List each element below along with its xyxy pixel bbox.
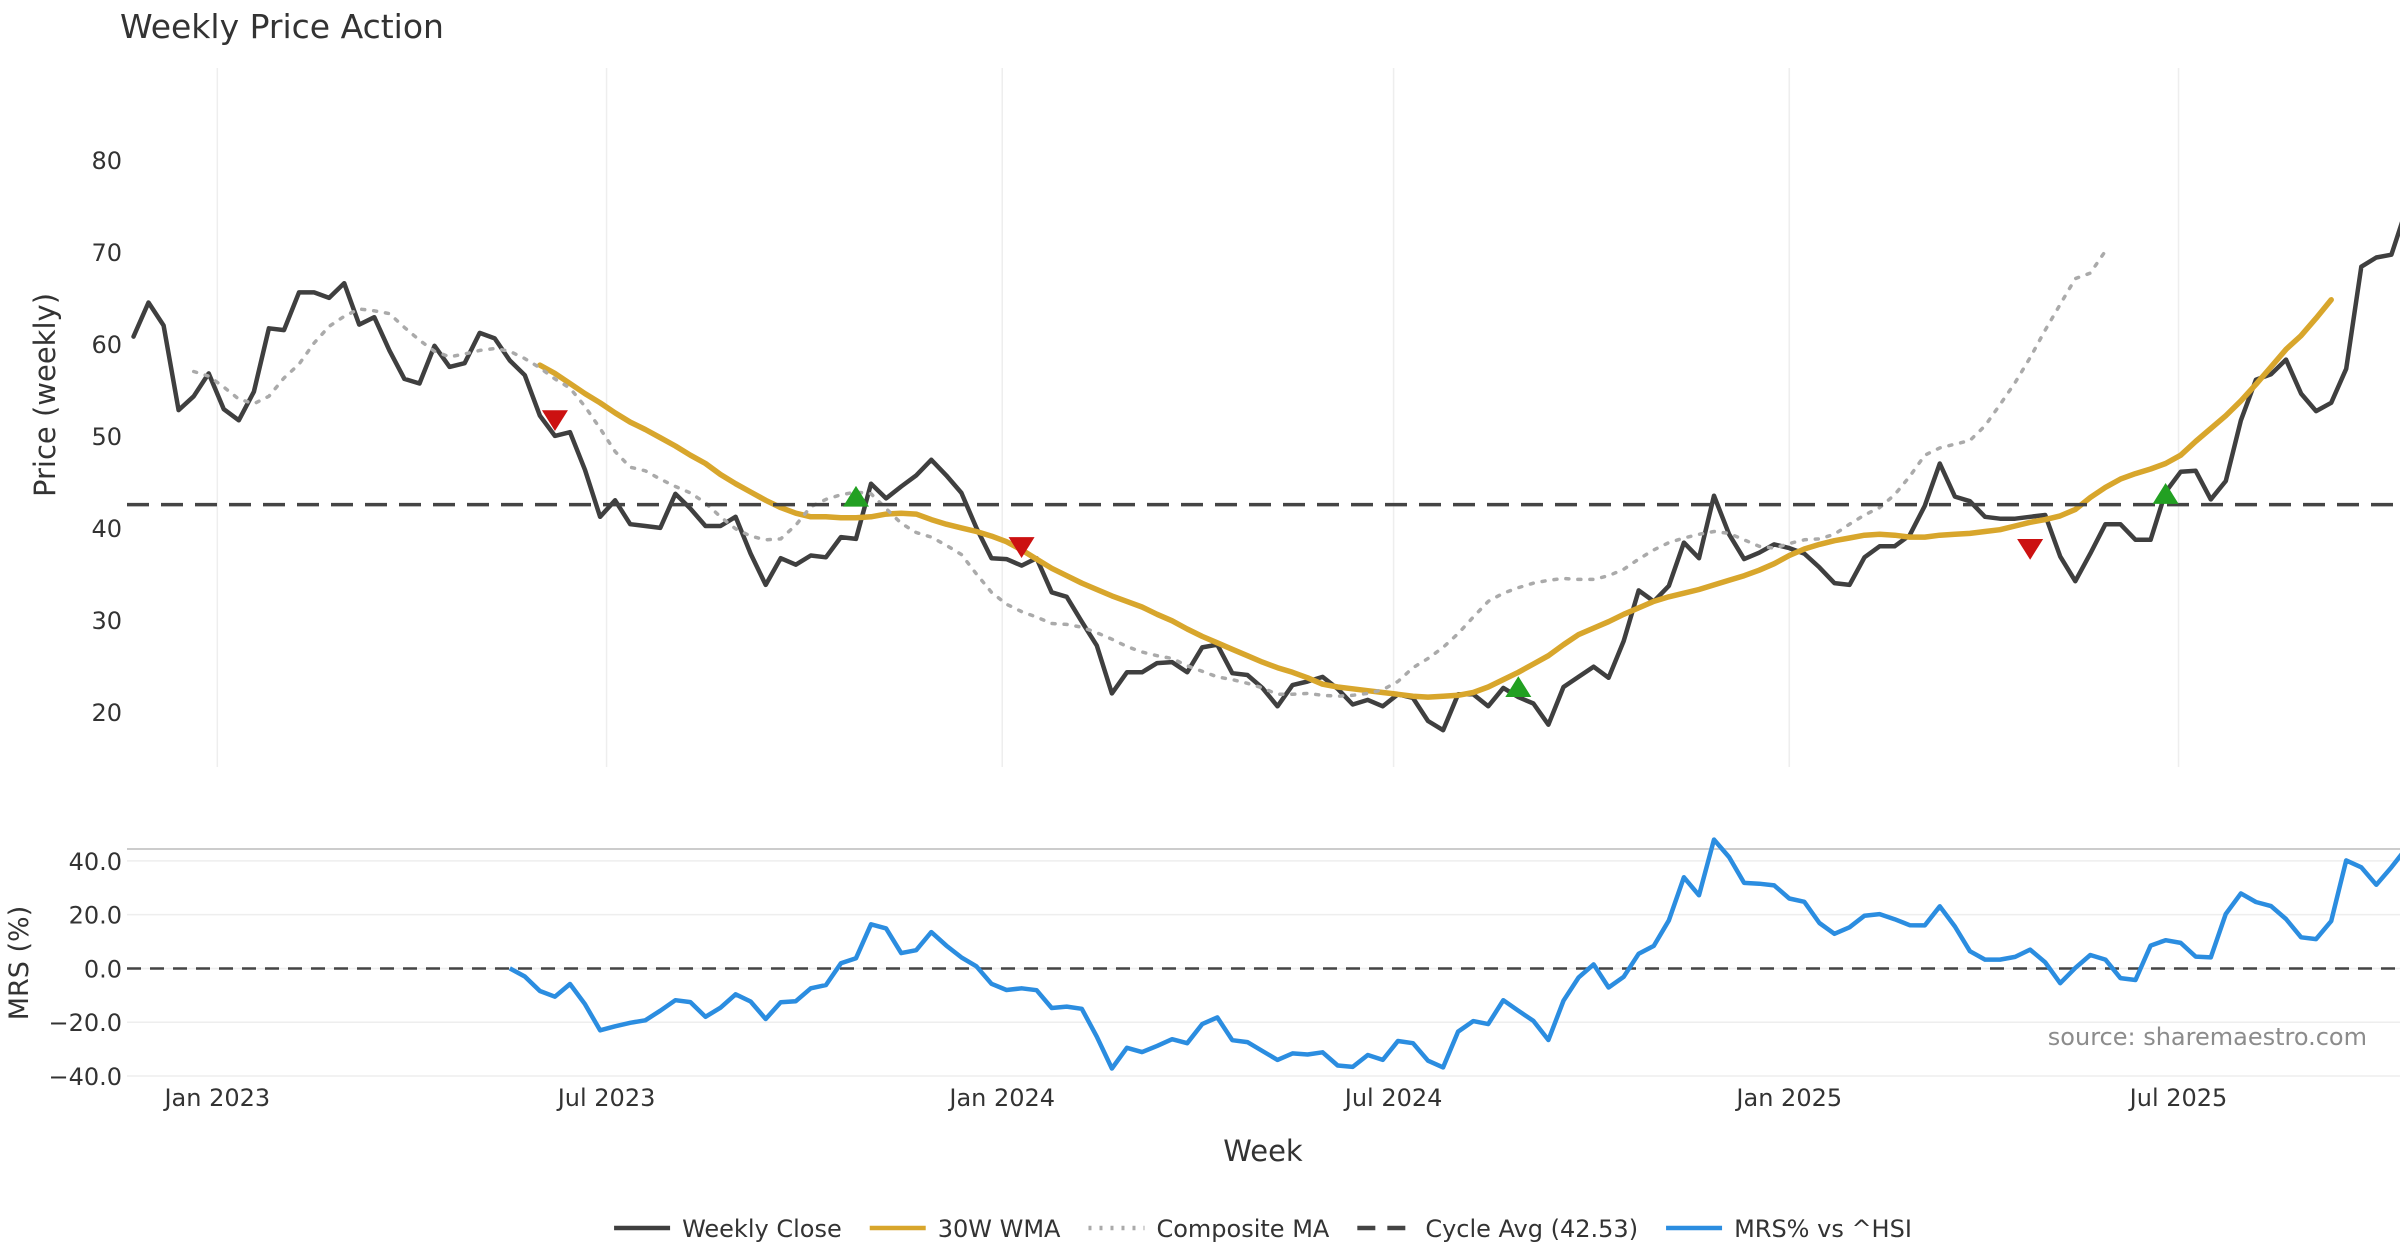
bottom-y-axis: 40.0 20.0 0.0 −20.0 −40.0 — [48, 848, 122, 1091]
buy-signal-marker — [842, 485, 869, 507]
legend-label-cycle-avg-42-53: Cycle Avg (42.53) — [1425, 1215, 1638, 1243]
top-y-tick-label: 30 — [91, 607, 122, 635]
top-y-tick-label: 20 — [91, 699, 122, 727]
sell-signal-marker — [2017, 539, 2044, 560]
bottom-grid — [127, 860, 2400, 1077]
buy-signal-marker — [2152, 483, 2179, 504]
x-axis: Jan 2023 Jul 2023 Jan 2024 Jul 2024 Jan 2025… — [162, 1084, 2227, 1112]
bottom-y-tick-label: 20.0 — [69, 902, 122, 930]
top-y-tick-label: 40 — [91, 515, 122, 543]
top-y-tick-label: 70 — [91, 239, 122, 267]
sell-signal-marker — [541, 410, 568, 432]
x-axis-label: Week — [1223, 1134, 1303, 1168]
top-y-tick-label: 60 — [91, 331, 122, 359]
bottom-y-tick-label: −40.0 — [48, 1063, 122, 1091]
legend-label-mrs-vs-hsi: MRS% vs ^HSI — [1734, 1215, 1912, 1243]
top-grid — [216, 68, 2180, 767]
source-annotation: source: sharemaestro.com — [2048, 1023, 2367, 1051]
signal-markers — [541, 410, 2179, 698]
top-y-axis-label: Price (weekly) — [28, 293, 62, 497]
x-tick-label: Jul 2025 — [2128, 1084, 2228, 1112]
bottom-y-tick-label: 0.0 — [84, 955, 122, 983]
legend-label-composite-ma: Composite MA — [1156, 1215, 1329, 1243]
x-tick-label: Jan 2025 — [1734, 1084, 1842, 1112]
buy-signal-marker — [1505, 676, 1532, 698]
legend: Weekly Close 30W WMA Composite MA Cycle Avg… — [614, 1215, 1912, 1243]
x-tick-label: Jan 2024 — [947, 1084, 1055, 1112]
top-series-group — [127, 221, 2400, 733]
chart-title: Weekly Price Action — [120, 7, 444, 46]
x-tick-label: Jul 2023 — [556, 1084, 656, 1112]
bottom-y-axis-label: MRS (%) — [4, 906, 35, 1021]
sell-signal-marker — [1008, 537, 1035, 558]
top-y-axis: 20 30 40 50 60 70 80 — [91, 147, 122, 727]
composite-ma-line — [191, 249, 2108, 698]
top-y-tick-label: 80 — [91, 147, 122, 175]
x-tick-label: Jan 2023 — [162, 1084, 270, 1112]
legend-label-30w-wma: 30W WMA — [938, 1215, 1061, 1243]
bottom-y-tick-label: −20.0 — [48, 1009, 122, 1037]
bottom-series-group — [508, 837, 2400, 1071]
legend-label-weekly-close: Weekly Close — [682, 1215, 842, 1243]
30w-wma-line — [537, 297, 2334, 700]
x-tick-label: Jul 2024 — [1343, 1084, 1443, 1112]
mrs-vs-hsi-line — [508, 837, 2400, 1071]
top-y-tick-label: 50 — [91, 423, 122, 451]
bottom-y-tick-label: 40.0 — [69, 848, 122, 876]
